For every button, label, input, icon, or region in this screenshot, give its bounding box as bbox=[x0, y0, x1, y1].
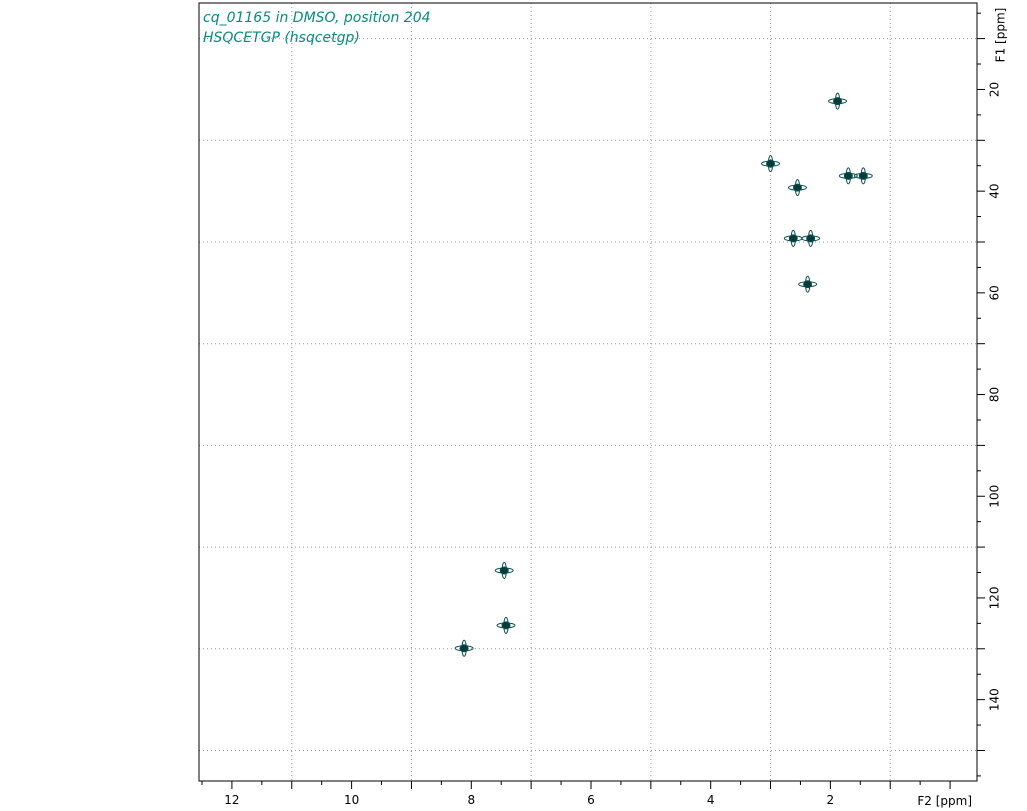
contour-peak bbox=[798, 275, 818, 293]
plot-frame bbox=[198, 2, 978, 782]
caption-line-2: HSQCETGP (hsqcetgp) bbox=[203, 30, 360, 46]
contour-peak bbox=[838, 167, 858, 185]
x-tick-label: 12 bbox=[224, 793, 239, 807]
contour-peak bbox=[787, 179, 807, 197]
x-tick-label: 6 bbox=[587, 793, 595, 807]
grid-lines bbox=[199, 3, 977, 781]
contour-peak bbox=[496, 616, 516, 634]
y-tick-label: 60 bbox=[988, 285, 1002, 300]
y-tick-label: 20 bbox=[988, 82, 1002, 97]
y-axis-ticks: 20 40 60 80 100 120 140 bbox=[977, 12, 1002, 777]
y-axis-title: F1 [ppm] bbox=[994, 8, 1008, 63]
contour-peak bbox=[828, 92, 848, 110]
x-tick-label: 10 bbox=[344, 793, 359, 807]
x-axis-ticks: 12 10 8 6 4 2 bbox=[201, 781, 951, 807]
y-tick-label: 100 bbox=[988, 485, 1002, 508]
y-tick-label: 80 bbox=[988, 387, 1002, 402]
y-tick-label: 120 bbox=[988, 586, 1002, 609]
x-axis-title: F2 [ppm] bbox=[917, 794, 972, 808]
x-tick-label: 4 bbox=[707, 793, 715, 807]
contour-peak bbox=[454, 639, 474, 657]
contour-peak bbox=[801, 229, 821, 247]
x-tick-label: 2 bbox=[827, 793, 835, 807]
y-tick-label: 40 bbox=[988, 184, 1002, 199]
caption-line-1: cq_01165 in DMSO, position 204 bbox=[203, 10, 431, 26]
contour-peak bbox=[783, 229, 803, 247]
contour-peak bbox=[853, 167, 873, 185]
contour-peak bbox=[494, 561, 514, 579]
y-tick-label: 140 bbox=[988, 688, 1002, 711]
contour-peak bbox=[761, 155, 781, 173]
contour-peaks bbox=[454, 92, 873, 657]
x-tick-label: 8 bbox=[467, 793, 475, 807]
